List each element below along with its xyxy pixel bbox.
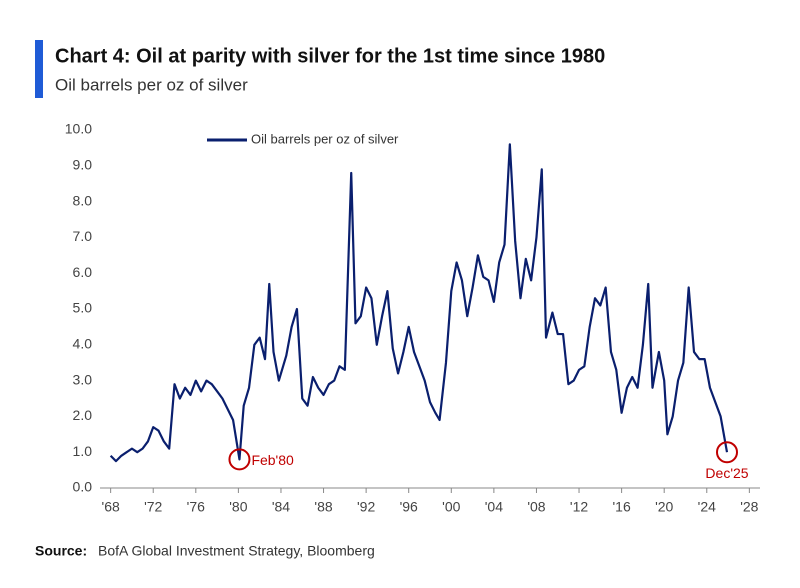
x-tick-label: '08	[527, 499, 545, 515]
x-tick-label: '72	[144, 499, 162, 515]
series-line	[109, 143, 729, 463]
x-tick-label: '04	[485, 499, 503, 515]
y-tick-label: 1.0	[73, 443, 93, 459]
x-tick-label: '88	[314, 499, 332, 515]
x-tick-label: '12	[570, 499, 588, 515]
x-tick-label: '24	[698, 499, 716, 515]
y-tick-label: 4.0	[73, 336, 93, 352]
annotation-label: Dec'25	[705, 465, 748, 481]
y-tick-label: 9.0	[73, 157, 93, 173]
chart-subtitle: Oil barrels per oz of silver	[55, 75, 248, 94]
y-tick-label: 6.0	[73, 264, 93, 280]
x-tick-label: '92	[357, 499, 375, 515]
y-tick-label: 10.0	[65, 121, 92, 137]
x-tick-label: '68	[102, 499, 120, 515]
y-tick-label: 0.0	[73, 479, 93, 495]
x-tick-label: '96	[400, 499, 418, 515]
source: BofA Global Investment Strategy, Bloombe…	[98, 543, 375, 559]
x-tick-label: '00	[442, 499, 460, 515]
legend-label: Oil barrels per oz of silver	[251, 131, 399, 146]
x-tick-label: '84	[272, 499, 290, 515]
y-tick-label: 7.0	[73, 228, 93, 244]
x-tick-label: '80	[229, 499, 247, 515]
source-label: Source:	[35, 543, 87, 559]
chart-title: Chart 4: Oil at parity with silver for t…	[55, 45, 605, 67]
x-tick-label: '20	[655, 499, 673, 515]
y-tick-label: 5.0	[73, 300, 93, 316]
x-tick-label: '76	[187, 499, 205, 515]
annotation-label: Feb'80	[251, 452, 294, 468]
x-tick-label: '16	[612, 499, 630, 515]
annotation-circle	[228, 448, 251, 471]
x-tick-label: '28	[740, 499, 758, 515]
annotation-circle	[716, 441, 738, 464]
y-tick-label: 2.0	[73, 407, 93, 423]
y-tick-label: 8.0	[73, 192, 93, 208]
title-bar	[35, 40, 43, 98]
y-tick-label: 3.0	[73, 371, 93, 387]
